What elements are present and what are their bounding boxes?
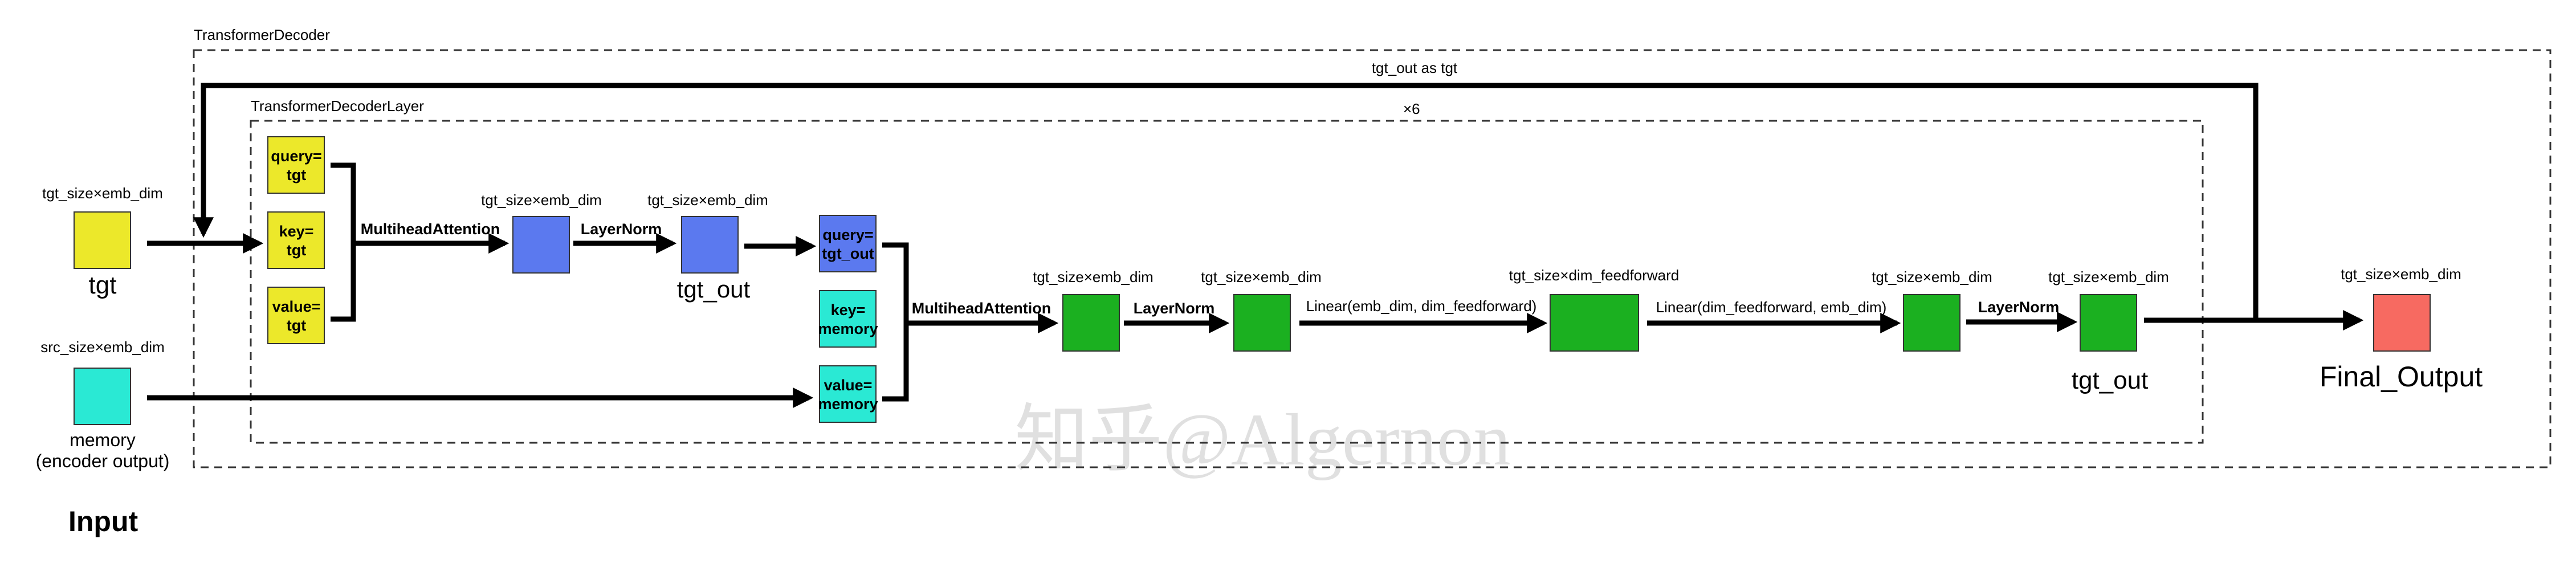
- norm2-out-dim: tgt_size×emb_dim: [1201, 268, 1322, 285]
- ff2-op: Linear(dim_feedforward, emb_dim): [1656, 299, 1887, 316]
- attn1-bracket: [331, 162, 356, 322]
- watermark: 知乎@Algernon: [1014, 399, 1511, 481]
- norm2-out-box: [1233, 294, 1291, 352]
- attn2-query-box: [819, 215, 877, 272]
- norm1-out-box: [681, 216, 739, 274]
- tgt-dim: tgt_size×emb_dim: [42, 185, 163, 202]
- tgt-box: [74, 211, 131, 269]
- final-dim: tgt_size×emb_dim: [2341, 266, 2461, 283]
- attn2-op: MultiheadAttention: [912, 300, 1051, 317]
- ff1-out-dim: tgt_size×dim_feedforward: [1509, 267, 1679, 284]
- attn1-value-line2: tgt: [287, 317, 306, 334]
- norm3-out-label: tgt_out: [2072, 366, 2149, 394]
- memory-box: [74, 368, 131, 425]
- decoder-frame: [193, 49, 2551, 468]
- norm1-op: LayerNorm: [581, 221, 662, 238]
- ff2-out-dim: tgt_size×emb_dim: [1872, 268, 1992, 285]
- attn1-op: MultiheadAttention: [361, 221, 500, 238]
- attn1-key-line2: tgt: [287, 242, 306, 259]
- norm1-out-dim: tgt_size×emb_dim: [647, 191, 768, 209]
- input-section-label: Input: [68, 505, 138, 537]
- norm3-out-box: [2080, 294, 2137, 352]
- attn1-out-box: [512, 216, 570, 274]
- feedback-arrow: [193, 83, 2259, 320]
- feedback-label: tgt_out as tgt: [1372, 59, 1458, 76]
- layer-title: TransformerDecoderLayer: [251, 97, 424, 115]
- attn2-key-line1: key=: [831, 301, 866, 319]
- attn1-value-box: [267, 287, 325, 344]
- attn1-query-line1: query=: [271, 148, 321, 165]
- norm2-op: LayerNorm: [1134, 300, 1215, 317]
- memory-dim: src_size×emb_dim: [40, 338, 164, 356]
- norm3-op: LayerNorm: [1978, 299, 2060, 316]
- ff1-op: Linear(emb_dim, dim_feedforward): [1306, 297, 1537, 315]
- memory-sublabel: (encoder output): [36, 451, 170, 471]
- repeat-label: ×6: [1403, 100, 1420, 117]
- attn2-out-box: [1062, 294, 1120, 352]
- attn2-value-line1: value=: [824, 377, 873, 394]
- attn2-value-line2: memory: [818, 395, 878, 413]
- final-output-label: Final_Output: [2320, 361, 2483, 393]
- tgt-label: tgt: [89, 271, 117, 299]
- attn2-value-box: [819, 365, 877, 423]
- attn1-key-line1: key=: [279, 223, 314, 240]
- attn1-out-dim: tgt_size×emb_dim: [481, 191, 602, 209]
- decoder-title: TransformerDecoder: [194, 26, 330, 43]
- norm1-out-label: tgt_out: [677, 276, 751, 303]
- attn1-query-line2: tgt: [287, 166, 306, 183]
- attn2-bracket: [882, 242, 909, 402]
- attn2-query-line1: query=: [822, 226, 873, 243]
- attn2-key-box: [819, 290, 877, 348]
- attn2-out-dim: tgt_size×emb_dim: [1033, 268, 1154, 285]
- norm3-out-dim: tgt_size×emb_dim: [2048, 268, 2169, 285]
- final-output-box: [2373, 294, 2431, 352]
- ff2-out-box: [1903, 294, 1960, 352]
- layer-frame: [250, 120, 2204, 444]
- attn1-key-box: [267, 211, 325, 269]
- attn1-query-box: [267, 136, 325, 194]
- attn1-value-line1: value=: [272, 298, 321, 315]
- memory-label: memory: [70, 430, 136, 450]
- ff1-out-box: [1550, 294, 1639, 352]
- attn2-key-line2: memory: [818, 320, 878, 337]
- attn2-query-line2: tgt_out: [822, 245, 874, 262]
